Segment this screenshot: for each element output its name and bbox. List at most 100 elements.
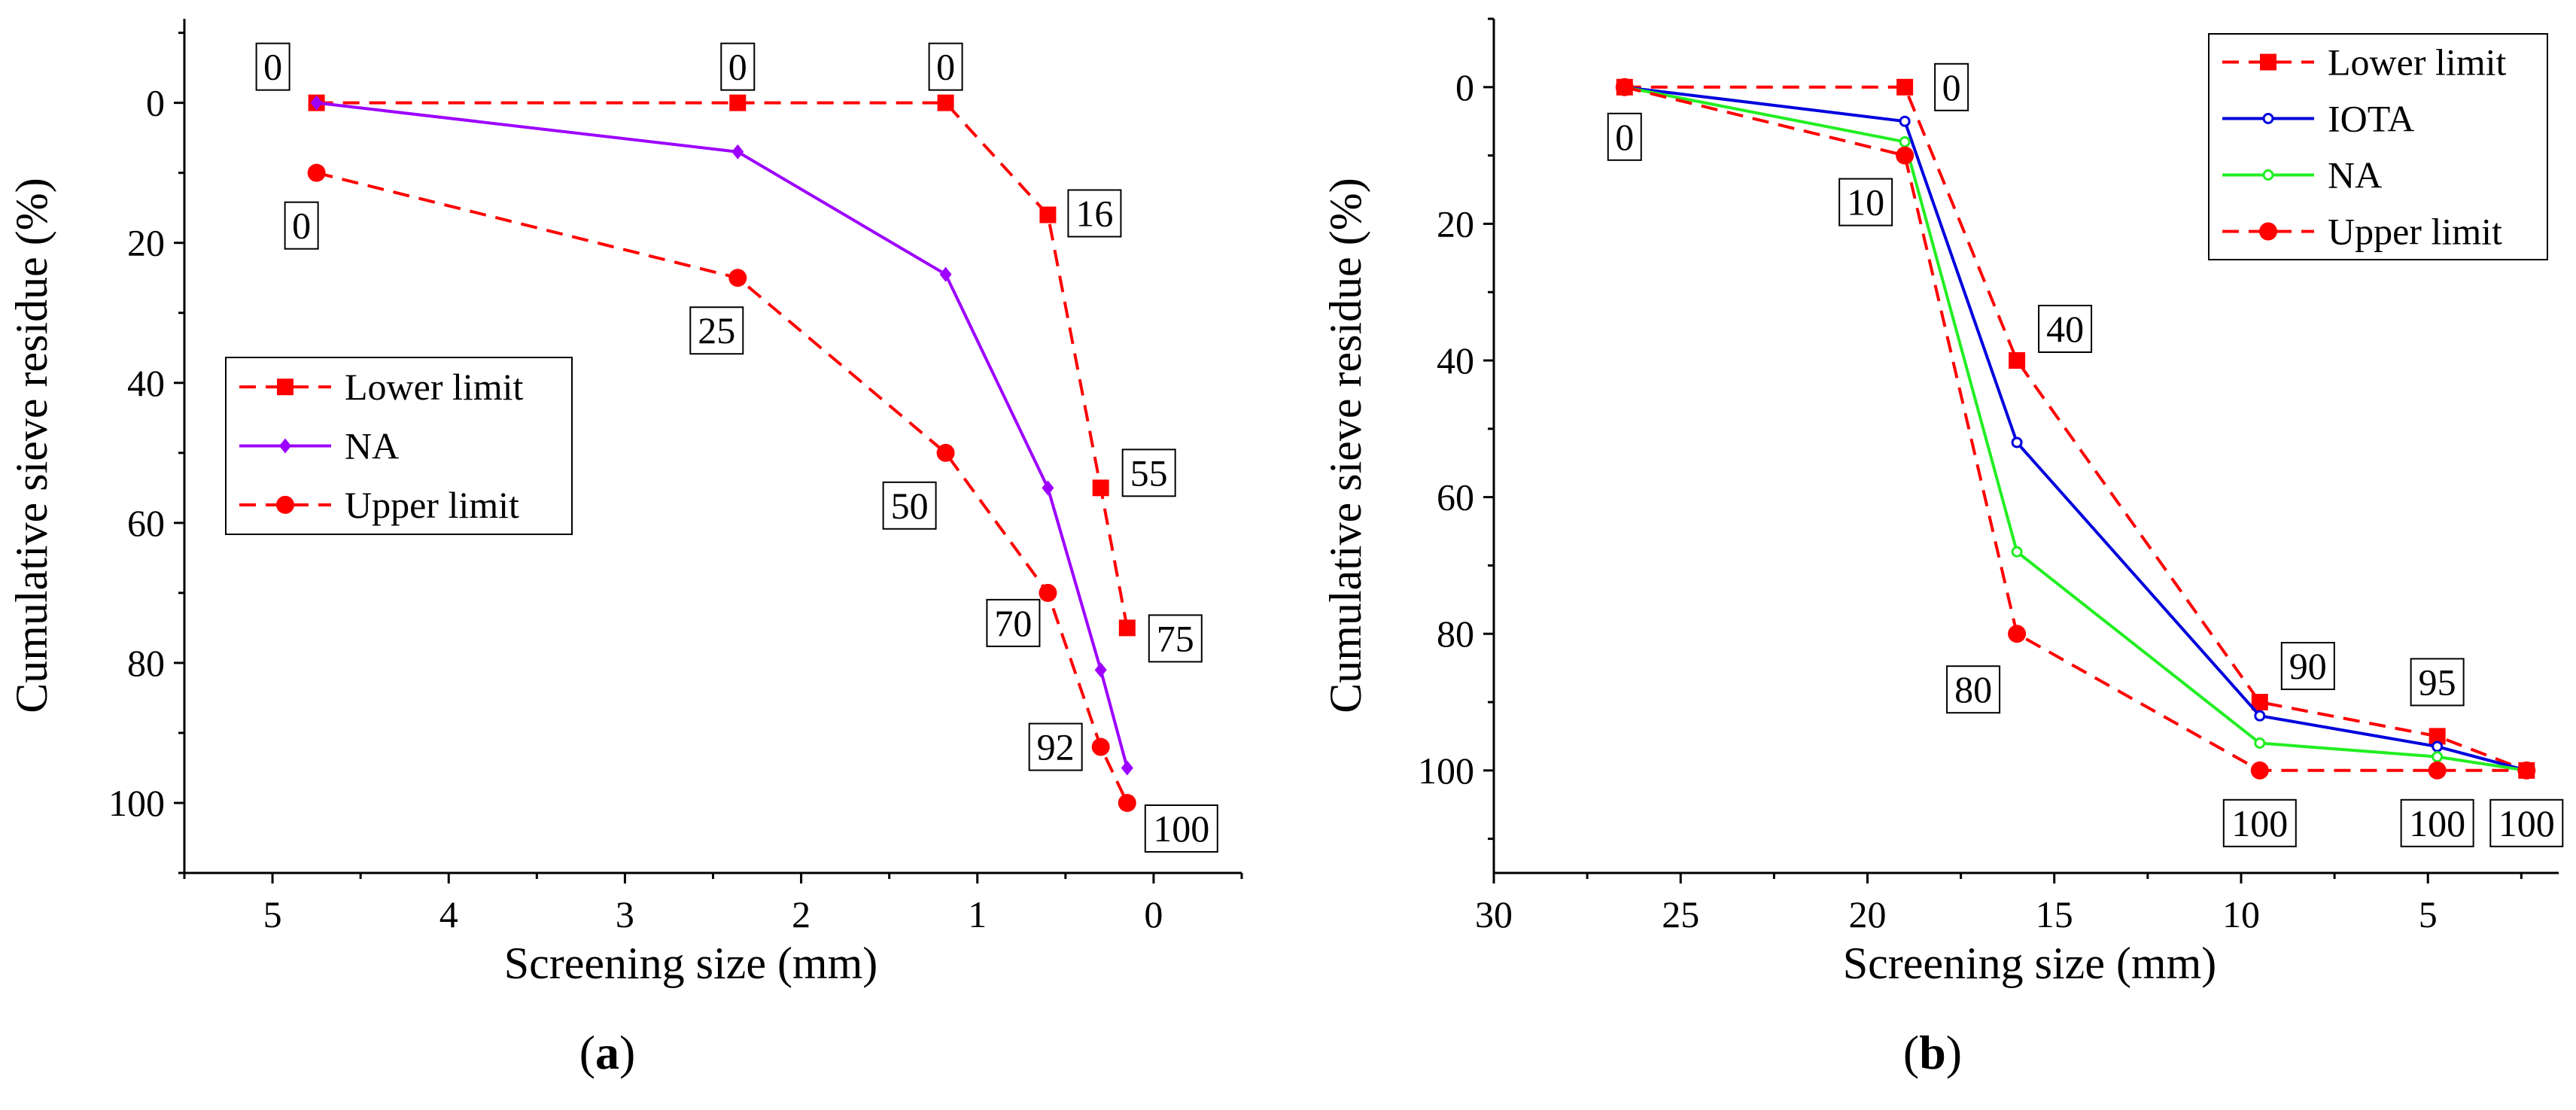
data-point — [307, 163, 326, 182]
data-point — [2254, 710, 2266, 722]
legend: Lower limit NA Upper limit — [225, 357, 573, 535]
data-label: 75 — [1157, 617, 1194, 659]
panel-label-paren: ) — [619, 1026, 635, 1079]
data-point — [1094, 662, 1107, 678]
data-label: 50 — [891, 485, 929, 527]
data-label: 100 — [2231, 802, 2288, 844]
data-label: 0 — [292, 205, 311, 247]
data-point — [2432, 751, 2444, 763]
data-label-box — [689, 306, 744, 355]
series-line — [1624, 85, 2527, 772]
data-point — [1896, 78, 1914, 96]
data-label: 0 — [936, 46, 955, 88]
series-line — [316, 101, 1129, 768]
y-tick-label: 80 — [127, 642, 165, 684]
data-label: 92 — [1037, 726, 1075, 768]
series-line — [1624, 85, 2528, 772]
data-label-box — [1934, 62, 1969, 111]
data-label-box — [2489, 798, 2564, 847]
data-point — [729, 94, 747, 111]
y-tick-label: 20 — [1437, 202, 1474, 245]
data-label: 0 — [728, 46, 747, 88]
legend-marker — [279, 438, 291, 454]
data-point — [2251, 694, 2268, 710]
panel-label-paren: ) — [1946, 1026, 1962, 1079]
series-upper-limit — [1615, 78, 2536, 780]
legend-label: IOTA — [2328, 98, 2414, 140]
x-tick-label: 3 — [616, 893, 634, 935]
panel-label-paren: ( — [579, 1026, 595, 1079]
series-lower-limit — [1616, 78, 2535, 779]
data-label: 80 — [1954, 668, 1992, 710]
data-label: 55 — [1130, 452, 1168, 494]
legend-label: Upper limit — [345, 484, 519, 526]
data-point — [2432, 741, 2444, 753]
legend-marker — [2262, 113, 2274, 124]
data-point — [1092, 479, 1109, 497]
data-point — [2428, 761, 2447, 780]
data-label: 40 — [2046, 308, 2084, 350]
data-labels: 0 0 10 40 80 90 95 100 100 100 — [1607, 62, 2564, 847]
y-tick-label: 0 — [1455, 66, 1474, 108]
data-point — [310, 95, 323, 111]
y-tick-label: 40 — [1437, 339, 1474, 382]
data-label-box — [1148, 614, 1203, 663]
y-tick-label: 60 — [1437, 476, 1474, 519]
data-label-box — [255, 42, 290, 91]
data-point — [1896, 146, 1915, 165]
legend-box — [2208, 33, 2548, 260]
data-label: 0 — [263, 46, 282, 88]
data-point — [939, 266, 952, 282]
data-label: 0 — [1615, 116, 1634, 158]
panel-label-letter: a — [595, 1026, 619, 1079]
data-label-box — [928, 42, 963, 91]
legend-marker — [276, 495, 294, 514]
data-label-box — [1067, 189, 1122, 238]
data-labels: 0 0 0 16 55 75 0 25 50 70 92 100 — [255, 42, 1218, 853]
data-point — [1615, 78, 1634, 96]
data-label-box — [284, 201, 319, 250]
data-label-box — [1946, 665, 2001, 714]
data-label-box — [1607, 112, 1642, 161]
data-label: 100 — [2409, 802, 2465, 844]
y-tick-label: 0 — [146, 82, 165, 124]
data-label-box — [1121, 449, 1176, 497]
data-point — [731, 144, 744, 160]
data-point — [2250, 761, 2269, 780]
data-label: 100 — [2498, 802, 2555, 844]
data-point — [1899, 135, 1911, 147]
data-label: 95 — [2419, 661, 2456, 703]
legend-label: Lower limit — [2328, 41, 2507, 84]
x-tick-label: 25 — [1662, 893, 1699, 935]
data-point — [728, 269, 747, 287]
x-tick-label: 5 — [2419, 893, 2438, 935]
data-point — [2428, 728, 2446, 745]
x-axis-title: Screening size (mm) — [1843, 938, 2217, 988]
series-upper-limit — [307, 163, 1136, 812]
data-label-box — [2280, 642, 2335, 690]
data-point — [2009, 352, 2026, 369]
y-tick-label: 100 — [1418, 750, 1474, 792]
data-point — [1042, 480, 1054, 496]
data-label-box — [2038, 305, 2093, 353]
data-label: 100 — [1153, 807, 1209, 850]
panel-label-paren: ( — [1903, 1026, 1919, 1079]
legend-marker — [2262, 169, 2274, 181]
y-tick-label: 80 — [1437, 613, 1474, 655]
y-tick-label: 60 — [127, 502, 165, 544]
panel-label: (a) — [579, 1026, 636, 1079]
data-label-box — [720, 42, 756, 91]
x-tick-label: 20 — [1848, 893, 1886, 935]
data-point — [937, 94, 954, 111]
series-line — [316, 101, 1129, 628]
data-label-box — [1144, 804, 1218, 853]
data-label: 0 — [1942, 66, 1961, 108]
y-axis-title: Cumulative sieve residue (%) — [7, 178, 56, 713]
data-label-box — [986, 598, 1041, 647]
panel-a-chart: 0 20 40 60 80 100 5 4 3 2 1 0 Screening size (mm) Cum… — [7, 19, 1243, 1079]
data-point — [1118, 793, 1136, 812]
data-point — [2517, 761, 2536, 780]
x-tick-label: 15 — [2036, 893, 2073, 935]
